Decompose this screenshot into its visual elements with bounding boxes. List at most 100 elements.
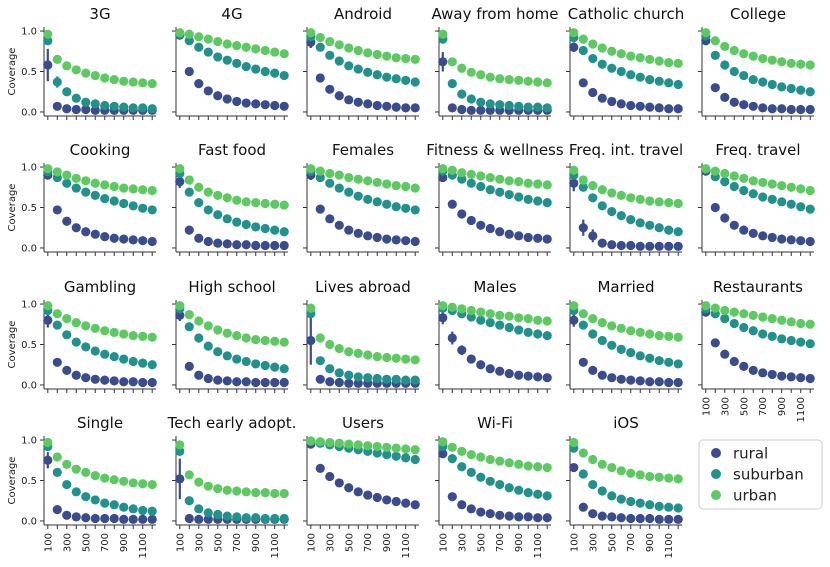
- urban-point: [710, 303, 720, 313]
- rural-point: [203, 86, 213, 96]
- legend-label-rural: rural: [733, 445, 768, 463]
- x-tick-label: 900: [645, 533, 656, 552]
- panel-title: High school: [188, 278, 275, 296]
- urban-point: [720, 168, 730, 179]
- rural-point: [43, 60, 53, 70]
- suburban-point: [673, 79, 683, 90]
- rural-point: [279, 101, 289, 111]
- urban-point: [616, 49, 626, 59]
- urban-point: [578, 448, 588, 458]
- rural-point: [90, 374, 100, 384]
- urban-point: [260, 45, 270, 56]
- urban-point: [128, 478, 138, 488]
- rural-point: [438, 172, 448, 183]
- x-tick-label: 100: [438, 533, 449, 552]
- x-tick-label: 700: [495, 533, 506, 552]
- urban-point: [43, 437, 53, 448]
- suburban-point: [597, 59, 607, 69]
- legend-label-urban: urban: [733, 487, 777, 505]
- suburban-point: [748, 189, 758, 199]
- suburban-point: [344, 61, 354, 71]
- panel-title: 3G: [89, 5, 110, 23]
- rural-point: [485, 223, 495, 234]
- urban-point: [119, 329, 129, 339]
- rural-point: [109, 233, 119, 243]
- urban-point: [62, 459, 72, 469]
- rural-point: [90, 513, 100, 524]
- urban-point: [147, 332, 157, 342]
- urban-point: [645, 471, 655, 482]
- urban-point: [466, 67, 476, 77]
- urban-point: [569, 165, 579, 175]
- rural-point: [673, 514, 683, 524]
- rural-point: [372, 100, 382, 111]
- suburban-point: [466, 467, 476, 478]
- rural-point: [222, 376, 232, 386]
- suburban-point: [504, 100, 514, 111]
- suburban-point: [645, 74, 655, 85]
- urban-point: [391, 443, 401, 453]
- panel-title: iOS: [613, 414, 639, 432]
- urban-point: [626, 51, 636, 61]
- rural-point: [664, 241, 674, 251]
- rural-point: [147, 377, 157, 388]
- urban-point: [52, 309, 62, 319]
- suburban-point: [673, 359, 683, 369]
- suburban-point: [260, 360, 270, 371]
- urban-point: [100, 473, 110, 483]
- suburban-point: [203, 508, 213, 518]
- urban-point: [306, 303, 316, 313]
- suburban-point: [777, 82, 787, 92]
- urban-point: [90, 323, 100, 333]
- rural-point: [100, 513, 110, 524]
- rural-point: [720, 92, 730, 102]
- rural-point: [786, 104, 796, 115]
- rural-point: [213, 238, 223, 248]
- rural-point: [138, 377, 148, 388]
- urban-point: [203, 481, 213, 491]
- rural-point: [315, 463, 325, 473]
- suburban-point: [353, 191, 363, 201]
- urban-point: [81, 68, 91, 78]
- suburban-point: [542, 491, 552, 501]
- urban-point: [138, 185, 148, 195]
- urban-point: [447, 442, 457, 452]
- suburban-point: [119, 354, 129, 364]
- suburban-point: [485, 99, 495, 109]
- rural-point: [203, 373, 213, 384]
- urban-point: [805, 319, 815, 329]
- urban-point: [109, 181, 119, 192]
- rural-point: [251, 99, 261, 109]
- suburban-point: [372, 448, 382, 458]
- suburban-point: [597, 201, 607, 211]
- urban-point: [542, 316, 552, 326]
- rural-point: [569, 315, 579, 325]
- rural-point: [673, 104, 683, 114]
- urban-point: [533, 462, 543, 472]
- suburban-point: [401, 75, 411, 85]
- urban-point: [729, 45, 739, 56]
- x-tick-label: 100: [306, 533, 317, 552]
- rural-point: [344, 378, 354, 388]
- rural-point: [626, 100, 636, 111]
- rural-point: [438, 313, 448, 323]
- rural-point: [52, 101, 62, 111]
- urban-point: [654, 197, 664, 207]
- suburban-point: [81, 342, 91, 352]
- rural-point: [344, 483, 354, 493]
- urban-point: [767, 314, 777, 324]
- y-tick-label: 0.5: [21, 67, 37, 78]
- urban-point: [241, 487, 251, 497]
- rural-point: [767, 104, 777, 114]
- suburban-point: [71, 337, 81, 347]
- urban-point: [720, 41, 730, 52]
- urban-point: [616, 323, 626, 333]
- suburban-point: [222, 511, 232, 521]
- panel-users: Users 100 300 500 700 900 1100: [303, 414, 420, 558]
- rural-point: [607, 512, 617, 522]
- suburban-point: [504, 322, 514, 333]
- urban-point: [710, 36, 720, 46]
- legend-marker-urban: [711, 490, 721, 500]
- urban-point: [654, 56, 664, 66]
- suburban-point: [203, 341, 213, 351]
